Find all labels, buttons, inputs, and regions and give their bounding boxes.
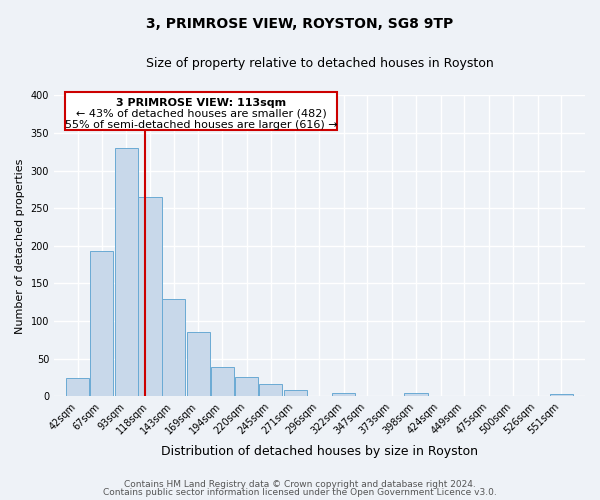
Text: 3, PRIMROSE VIEW, ROYSTON, SG8 9TP: 3, PRIMROSE VIEW, ROYSTON, SG8 9TP	[146, 18, 454, 32]
Text: Contains public sector information licensed under the Open Government Licence v3: Contains public sector information licen…	[103, 488, 497, 497]
Bar	[259, 384, 282, 396]
Text: 3 PRIMROSE VIEW: 113sqm: 3 PRIMROSE VIEW: 113sqm	[116, 98, 286, 108]
Text: Contains HM Land Registry data © Crown copyright and database right 2024.: Contains HM Land Registry data © Crown c…	[124, 480, 476, 489]
Bar	[550, 394, 573, 396]
Bar	[284, 390, 307, 396]
X-axis label: Distribution of detached houses by size in Royston: Distribution of detached houses by size …	[161, 444, 478, 458]
Bar	[211, 367, 234, 396]
Bar	[332, 392, 355, 396]
Bar	[65, 92, 337, 130]
Title: Size of property relative to detached houses in Royston: Size of property relative to detached ho…	[146, 58, 493, 70]
Bar	[235, 377, 259, 396]
Bar	[162, 298, 185, 396]
Bar	[139, 197, 161, 396]
Bar	[404, 394, 428, 396]
Bar	[187, 332, 210, 396]
Bar	[115, 148, 138, 396]
Text: ← 43% of detached houses are smaller (482): ← 43% of detached houses are smaller (48…	[76, 109, 326, 119]
Bar	[90, 251, 113, 396]
Y-axis label: Number of detached properties: Number of detached properties	[15, 158, 25, 334]
Bar	[66, 378, 89, 396]
Text: 55% of semi-detached houses are larger (616) →: 55% of semi-detached houses are larger (…	[65, 120, 338, 130]
